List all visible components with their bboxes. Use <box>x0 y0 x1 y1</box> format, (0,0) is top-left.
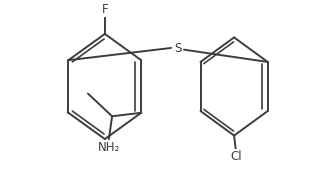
Text: Cl: Cl <box>230 150 242 163</box>
Text: S: S <box>174 42 181 55</box>
Text: F: F <box>101 3 108 16</box>
Text: NH₂: NH₂ <box>98 141 120 154</box>
